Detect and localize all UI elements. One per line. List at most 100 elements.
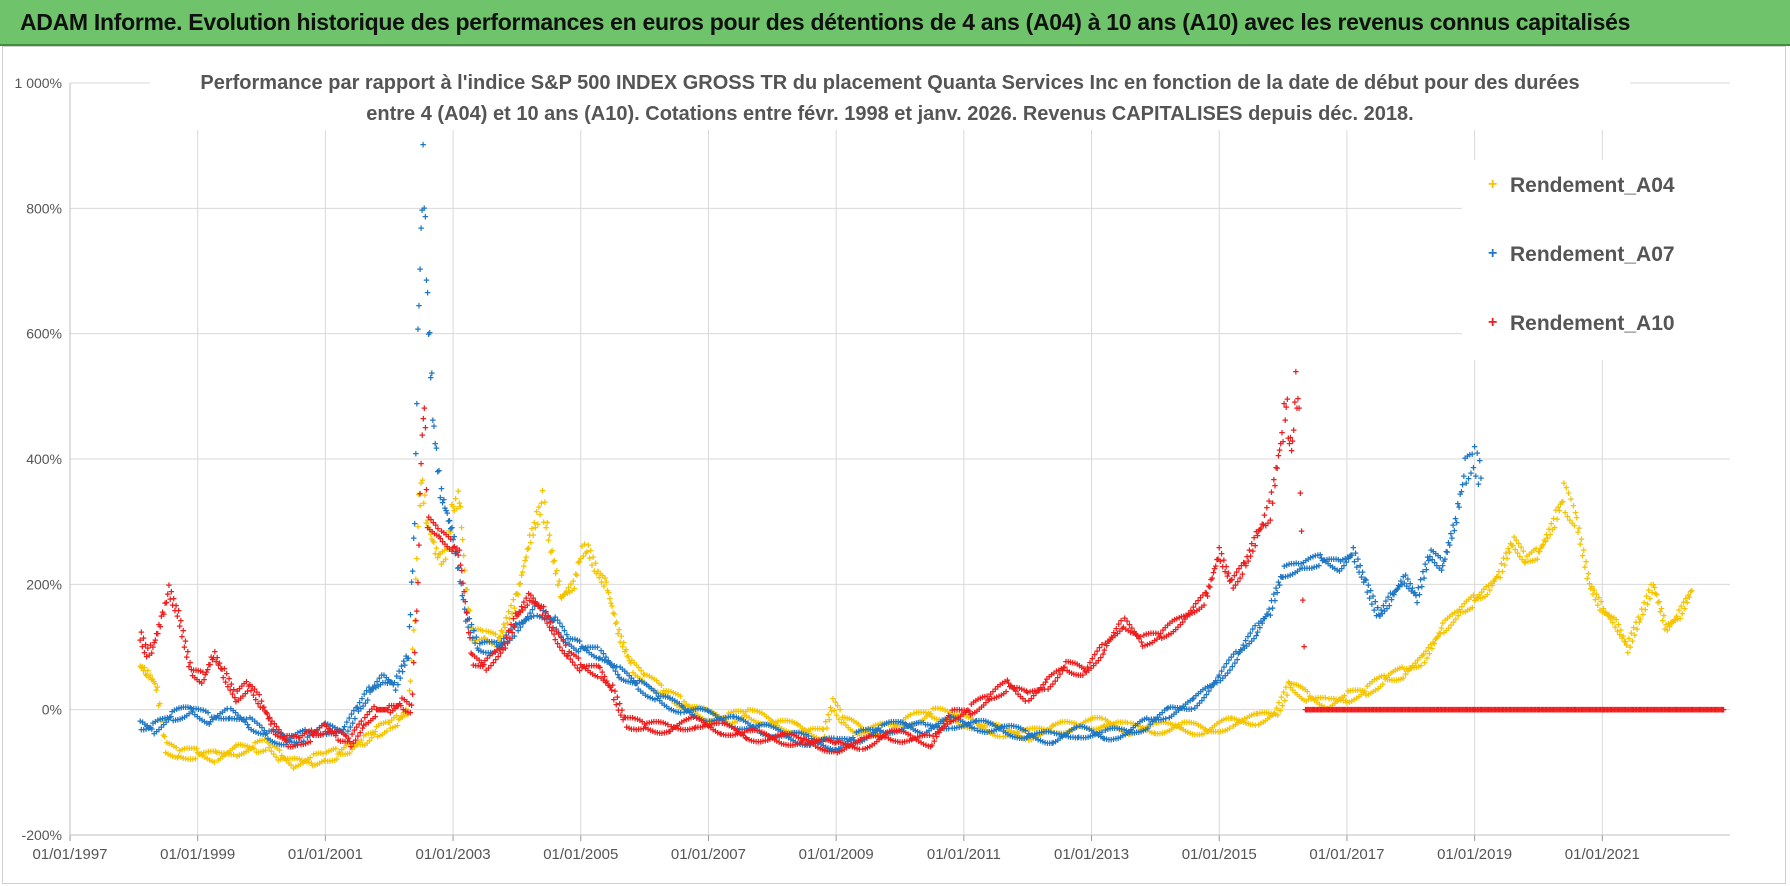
data-point: +: [1408, 663, 1414, 675]
data-point: +: [1180, 725, 1186, 737]
data-point: +: [345, 738, 351, 750]
data-point: +: [619, 642, 625, 654]
data-point: +: [776, 722, 782, 734]
data-point: +: [857, 721, 863, 733]
data-point: +: [1305, 694, 1311, 706]
data-point: +: [418, 458, 424, 470]
data-point: +: [430, 536, 436, 548]
data-point: +: [565, 583, 571, 595]
data-point: +: [1529, 556, 1535, 568]
data-point: +: [1119, 726, 1125, 738]
data-point: +: [883, 729, 889, 741]
data-point: +: [831, 706, 837, 718]
data-point: +: [1457, 607, 1463, 619]
data-point: +: [1110, 718, 1116, 730]
data-point: +: [1520, 546, 1526, 558]
data-point: +: [1116, 725, 1122, 737]
data-point: +: [697, 712, 703, 724]
data-point: +: [1233, 714, 1239, 726]
data-point: +: [961, 710, 967, 722]
data-point: +: [1291, 679, 1297, 691]
data-point: +: [1615, 620, 1621, 632]
data-point: +: [1002, 731, 1008, 743]
data-point: +: [626, 655, 632, 667]
data-point: +: [200, 748, 206, 760]
data-point: +: [303, 757, 309, 769]
data-point: +: [241, 748, 247, 760]
x-tick-labels: 01/01/1997 01/01/1999 01/01/2001 01/01/2003…: [32, 846, 1639, 863]
data-point: +: [404, 709, 410, 721]
data-point: +: [724, 719, 730, 731]
data-point: +: [1459, 601, 1465, 613]
data-point: +: [1293, 367, 1299, 379]
data-point: +: [994, 731, 1000, 743]
data-point: +: [511, 622, 517, 634]
data-point: +: [214, 747, 220, 759]
data-point: +: [432, 548, 438, 560]
data-point: +: [562, 589, 568, 601]
data-point: +: [1605, 610, 1611, 622]
data-point: +: [1428, 640, 1434, 652]
data-point: +: [264, 734, 270, 746]
data-point: +: [1024, 724, 1030, 736]
data-point: +: [1505, 543, 1511, 555]
data-point: +: [1192, 729, 1198, 741]
data-point: +: [1720, 705, 1726, 717]
data-point: +: [224, 747, 230, 759]
data-point: +: [426, 327, 432, 339]
data-point: +: [1329, 700, 1335, 712]
data-point: +: [286, 758, 292, 770]
data-point: +: [925, 708, 931, 720]
data-point: +: [505, 606, 511, 618]
data-point: +: [616, 625, 622, 637]
data-point: +: [1405, 666, 1411, 678]
data-point: +: [1611, 613, 1617, 625]
data-point: +: [1051, 727, 1057, 739]
data-point: +: [326, 746, 332, 758]
data-point: +: [627, 658, 633, 670]
data-point: +: [348, 739, 354, 751]
data-point: +: [260, 746, 266, 758]
data-point: +: [552, 569, 558, 581]
data-point: +: [1454, 606, 1460, 618]
data-point: +: [1310, 693, 1316, 705]
data-point: +: [1095, 723, 1101, 735]
data-point: +: [598, 577, 604, 589]
data-point: +: [433, 443, 439, 455]
data-point: +: [1432, 634, 1438, 646]
data-point: +: [1275, 710, 1281, 722]
data-point: +: [733, 706, 739, 718]
data-point: +: [1541, 535, 1547, 547]
data-point: +: [1108, 719, 1114, 731]
data-point: +: [1512, 544, 1518, 556]
data-point: +: [1500, 553, 1506, 565]
data-point: +: [486, 637, 492, 649]
data-point: +: [1422, 658, 1428, 670]
data-point: +: [872, 720, 878, 732]
data-point: +: [596, 573, 602, 585]
data-point: +: [1254, 708, 1260, 720]
data-point: +: [183, 754, 189, 766]
data-point: +: [184, 743, 190, 755]
data-point: +: [1277, 706, 1283, 718]
data-point: +: [1031, 723, 1037, 735]
data-point: +: [271, 749, 277, 761]
data-point: +: [477, 625, 483, 637]
data-point: +: [227, 745, 233, 757]
data-point: +: [147, 670, 153, 682]
data-point: +: [313, 748, 319, 760]
data-point: +: [1575, 527, 1581, 539]
data-point: +: [1430, 637, 1436, 649]
data-point: +: [1060, 728, 1066, 740]
data-point: +: [1187, 728, 1193, 740]
legend-marker-a04: +: [1488, 176, 1497, 194]
data-point: +: [1577, 539, 1583, 551]
data-point: +: [1033, 733, 1039, 745]
data-point: +: [1152, 729, 1158, 741]
data-point: +: [585, 540, 591, 552]
data-point: +: [1507, 539, 1513, 551]
data-point: +: [306, 757, 312, 769]
data-point: +: [1504, 554, 1510, 566]
data-point: +: [247, 744, 253, 756]
data-point: +: [160, 730, 166, 742]
